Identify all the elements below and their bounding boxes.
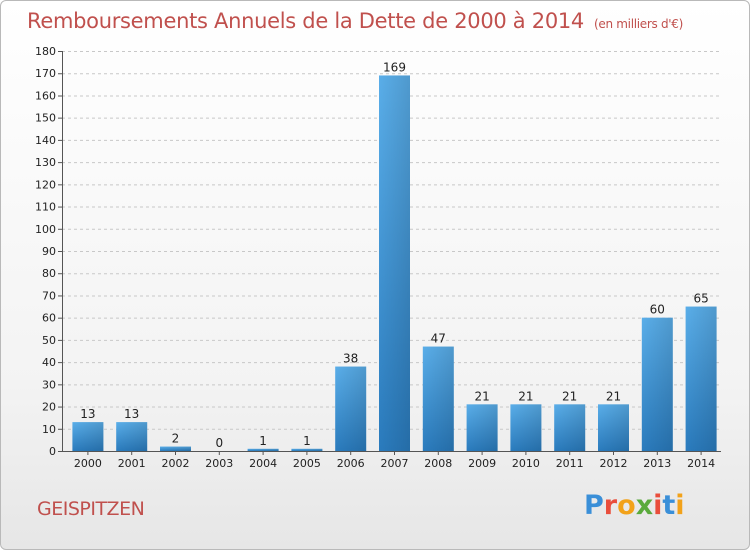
bar-value-label: 47	[431, 332, 446, 346]
bar-shade	[116, 422, 148, 451]
bar-shade	[641, 317, 673, 451]
bar-value-label: 13	[80, 407, 95, 421]
x-tick-label: 2006	[337, 457, 365, 470]
bar-shade	[598, 404, 629, 451]
x-tick-label: 2014	[687, 457, 715, 470]
chart-title-text: Remboursements Annuels de la Dette de 20…	[27, 9, 584, 33]
x-tick-label: 2013	[643, 457, 671, 470]
bar-value-label: 13	[124, 407, 139, 421]
logo-letter: o	[617, 490, 636, 521]
bar-shade	[72, 422, 104, 451]
x-tick-label: 2005	[293, 457, 321, 470]
bar-value-label: 1	[303, 434, 311, 448]
bar-value-label: 1	[259, 434, 267, 448]
chart-unit: (en milliers d'€)	[594, 17, 684, 31]
y-tick-label: 50	[42, 334, 56, 347]
y-tick-label: 160	[35, 89, 56, 102]
x-tick-label: 2008	[424, 457, 452, 470]
bar-value-label: 60	[650, 303, 665, 317]
chart-title: Remboursements Annuels de la Dette de 20…	[27, 9, 683, 33]
logo-letter: r	[603, 490, 618, 521]
grid-lines	[62, 51, 721, 430]
bar-shade	[554, 404, 586, 451]
x-tick-label: 2007	[381, 457, 409, 470]
bar-shade	[335, 366, 367, 451]
y-tick-label: 60	[42, 312, 56, 325]
logo-letter: i	[675, 490, 685, 521]
bar-value-label: 21	[606, 389, 621, 403]
bar-shade	[160, 446, 191, 451]
logo-letter: P	[584, 490, 604, 521]
logo-letter: t	[662, 490, 676, 521]
bar-shade	[422, 346, 454, 451]
bar-shade	[379, 75, 410, 451]
y-tick-label: 110	[35, 201, 56, 214]
y-tick-label: 30	[42, 378, 56, 391]
x-tick-label: 2010	[512, 457, 540, 470]
bar-shade	[466, 404, 498, 451]
x-tick-label: 2003	[205, 457, 233, 470]
y-tick-label: 150	[35, 112, 56, 125]
y-tick-label: 100	[35, 223, 56, 236]
logo-letter: i	[653, 490, 663, 521]
x-tick-label: 2002	[162, 457, 190, 470]
y-tick-label: 20	[42, 401, 56, 414]
bar-value-label: 169	[383, 60, 406, 74]
bar-value-label: 21	[474, 389, 489, 403]
bar-value-label: 2	[172, 432, 180, 446]
y-tick-label: 140	[35, 134, 56, 147]
logo-letter: x	[635, 490, 654, 521]
y-tick-label: 180	[35, 45, 56, 58]
labels: 0102030405060708090100110120130140150160…	[35, 45, 715, 470]
y-tick-label: 70	[42, 289, 56, 302]
x-tick-label: 2011	[556, 457, 584, 470]
y-tick-label: 170	[35, 67, 56, 80]
proxiti-logo: Proxiti	[584, 490, 685, 521]
axes	[58, 51, 721, 455]
bar-value-label: 65	[693, 292, 708, 306]
y-tick-label: 10	[42, 423, 56, 436]
x-tick-label: 2000	[74, 457, 102, 470]
y-tick-label: 40	[42, 356, 56, 369]
x-tick-label: 2004	[249, 457, 277, 470]
y-tick-label: 120	[35, 178, 56, 191]
bar-value-label: 21	[562, 389, 577, 403]
y-tick-label: 80	[42, 267, 56, 280]
y-tick-label: 0	[49, 445, 56, 458]
bar-value-label: 38	[343, 352, 358, 366]
bar-value-label: 0	[215, 436, 223, 450]
bar-shade	[510, 404, 542, 451]
x-tick-label: 2009	[468, 457, 496, 470]
bar-shade	[247, 448, 279, 451]
bars	[72, 75, 717, 451]
bar-value-label: 21	[518, 389, 533, 403]
bar-shade	[685, 306, 717, 451]
commune-name: GEISPITZEN	[37, 498, 145, 520]
x-tick-label: 2012	[600, 457, 628, 470]
y-tick-label: 90	[42, 245, 56, 258]
bar-shade	[291, 448, 323, 451]
y-tick-label: 130	[35, 156, 56, 169]
x-tick-label: 2001	[118, 457, 146, 470]
